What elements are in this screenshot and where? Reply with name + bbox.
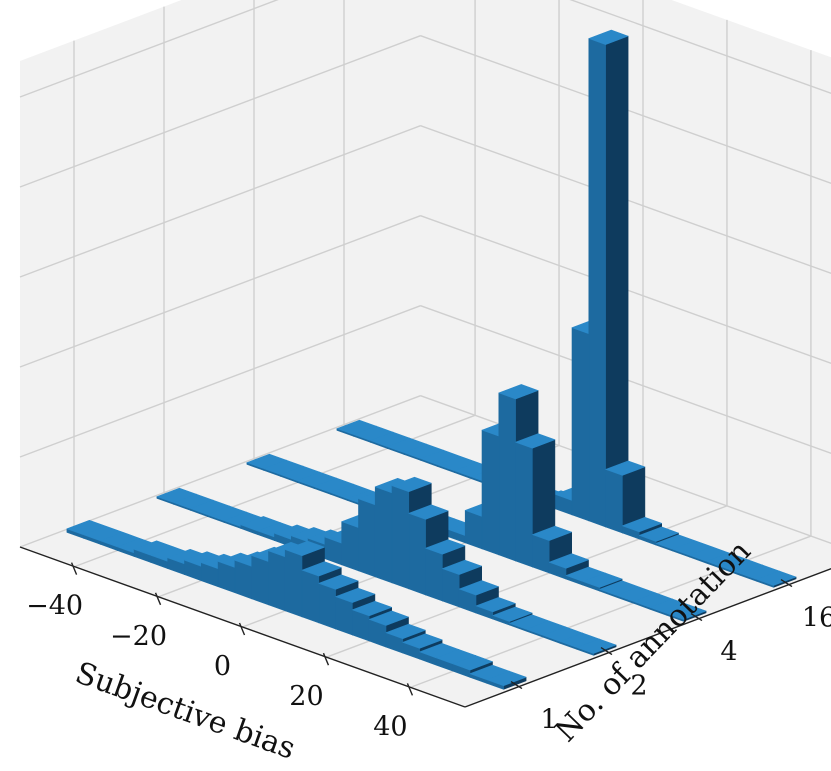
y-tick-label-3: 16 bbox=[802, 603, 831, 634]
grid-line-z-4 bbox=[19, 35, 421, 188]
x-tick-label-2: 0 bbox=[214, 651, 231, 682]
grid-line-z-4 bbox=[420, 35, 831, 185]
grid-line-z-3 bbox=[19, 125, 421, 278]
axis-lines bbox=[19, 546, 831, 708]
bars bbox=[66, 29, 797, 690]
series-16 bbox=[336, 29, 797, 588]
grid-line-z-3 bbox=[420, 125, 831, 275]
x-axis-label: Subjective bias bbox=[71, 655, 300, 766]
y-tick-label-2: 4 bbox=[720, 637, 737, 668]
bar-16-25 bbox=[756, 570, 797, 588]
y-tick-2 bbox=[690, 613, 703, 622]
y-tick-0 bbox=[510, 681, 523, 690]
grid-line-z-1 bbox=[19, 305, 421, 458]
x-tick-2 bbox=[238, 622, 246, 636]
y-tick-label-0: 1 bbox=[540, 705, 557, 736]
x-tick-label-3: 20 bbox=[289, 681, 323, 712]
x-tick-0 bbox=[70, 562, 78, 575]
y-axis-line bbox=[464, 567, 831, 708]
tick-labels: −40−2002040124160.0000.0250.0500.0750.10… bbox=[26, 591, 831, 743]
grid-line-z-2 bbox=[420, 215, 831, 365]
x-tick-3 bbox=[322, 652, 330, 666]
bar-16-16 bbox=[605, 460, 646, 534]
grid-line-z-2 bbox=[19, 215, 421, 368]
x-axis-line bbox=[19, 546, 466, 708]
x-tick-label-4: 40 bbox=[373, 711, 407, 742]
left-pane bbox=[20, 0, 421, 547]
grid-line-z-5 bbox=[19, 0, 279, 98]
y-tick-label-1: 2 bbox=[630, 671, 647, 702]
bar-4-25 bbox=[666, 604, 707, 622]
series-1 bbox=[66, 519, 527, 690]
y-tick-3 bbox=[780, 579, 793, 588]
grid-line-z-5 bbox=[569, 0, 831, 95]
x-tick-4 bbox=[406, 683, 414, 696]
x-tick-label-0: −40 bbox=[26, 591, 83, 622]
y-tick-1 bbox=[600, 647, 613, 656]
bar-16-15 bbox=[588, 29, 629, 528]
x-tick-label-1: −20 bbox=[110, 621, 167, 652]
grid-line-z-1 bbox=[420, 305, 831, 455]
x-tick-1 bbox=[154, 592, 162, 606]
